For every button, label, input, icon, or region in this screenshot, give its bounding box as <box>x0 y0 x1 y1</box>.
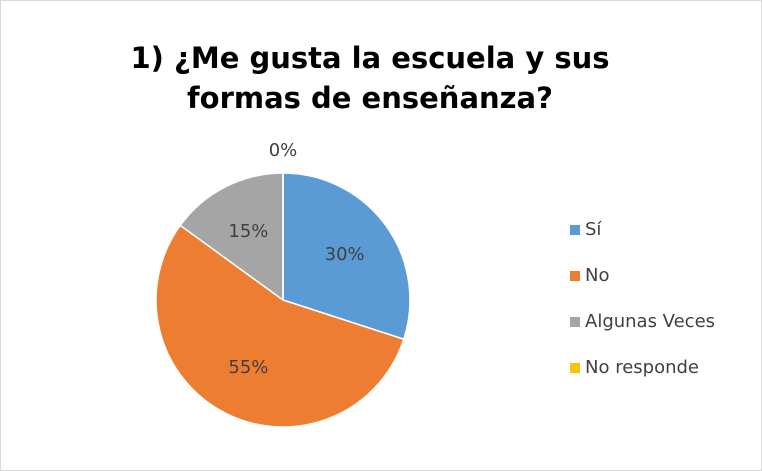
legend-swatch <box>570 363 580 373</box>
pie-slice <box>179 172 284 302</box>
legend-label: Sí <box>585 219 602 240</box>
legend-swatch <box>570 317 580 327</box>
legend-label: No <box>585 265 609 286</box>
data-label: 30% <box>325 244 365 265</box>
legend-swatch <box>570 225 580 235</box>
pie-slice <box>282 172 411 341</box>
data-label: 0% <box>269 140 298 161</box>
legend-label: No responde <box>585 357 699 378</box>
legend-label: Algunas Veces <box>585 311 715 332</box>
legend-swatch <box>570 271 580 281</box>
data-label: 55% <box>228 357 268 378</box>
pie-slice <box>155 224 405 428</box>
data-label: 15% <box>228 221 268 242</box>
chart-title: 1) ¿Me gusta la escuela y sus formas de … <box>130 41 610 115</box>
